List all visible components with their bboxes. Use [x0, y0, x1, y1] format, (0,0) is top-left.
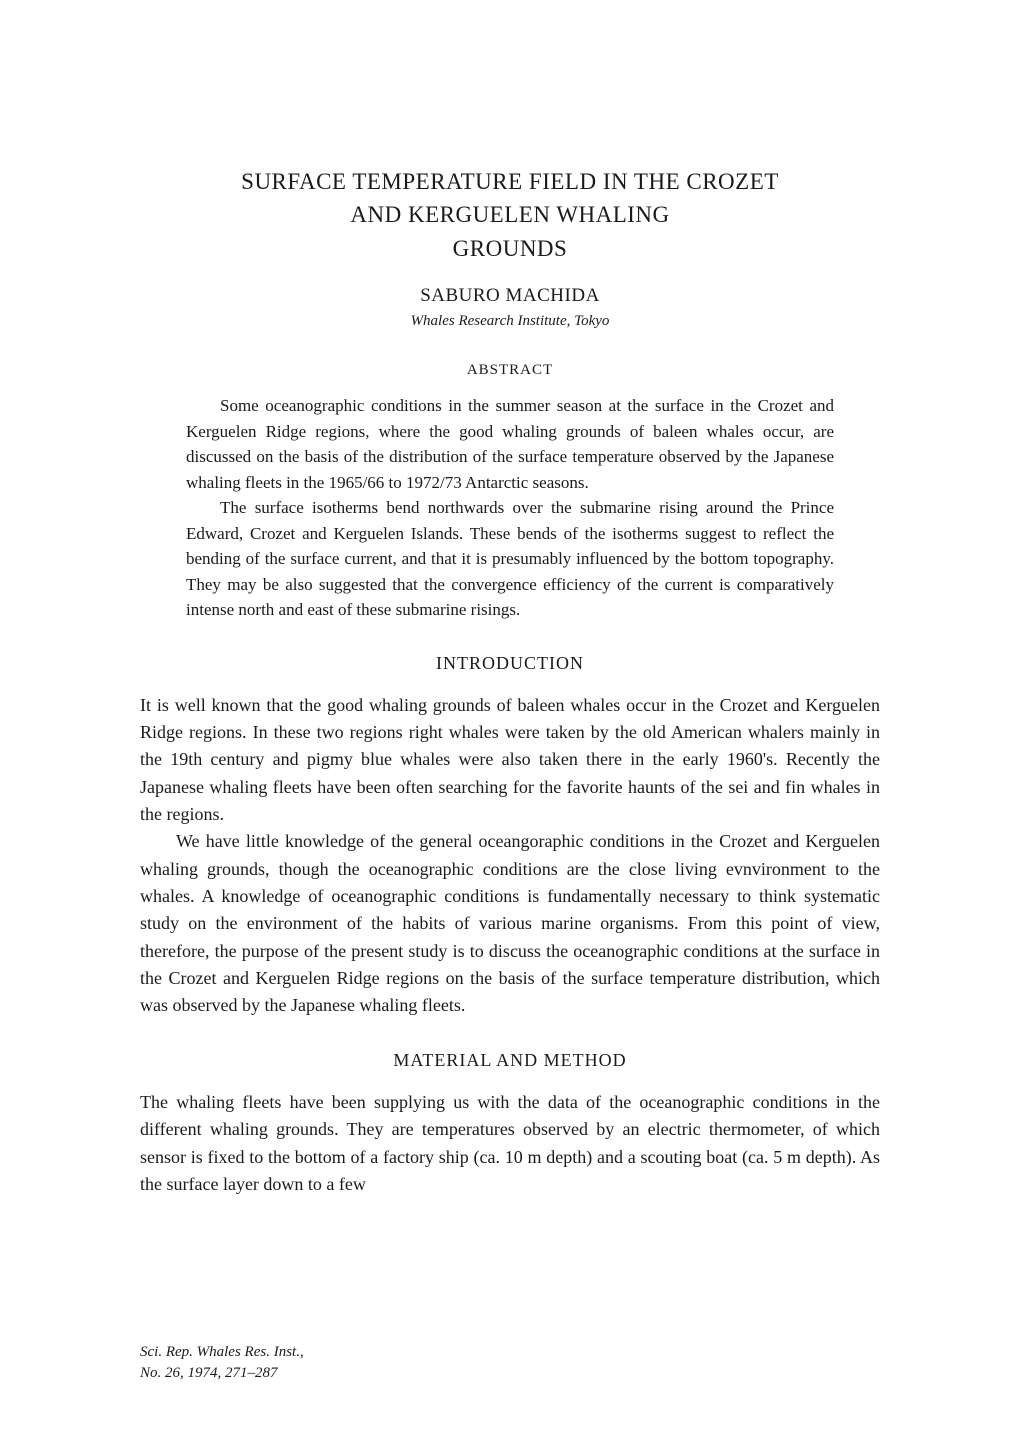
title-line-2: AND KERGUELEN WHALING — [140, 198, 880, 231]
abstract-paragraph: Some oceanographic conditions in the sum… — [186, 393, 834, 495]
abstract-paragraph: The surface isotherms bend northwards ov… — [186, 495, 834, 623]
material-body: The whaling fleets have been supplying u… — [140, 1089, 880, 1198]
footer-citation-line: Sci. Rep. Whales Res. Inst., — [140, 1342, 304, 1363]
title-line-1: SURFACE TEMPERATURE FIELD IN THE CROZET — [140, 165, 880, 198]
author-affiliation: Whales Research Institute, Tokyo — [140, 313, 880, 330]
page-footer: Sci. Rep. Whales Res. Inst., No. 26, 197… — [140, 1342, 304, 1384]
title-block: SURFACE TEMPERATURE FIELD IN THE CROZET … — [140, 165, 880, 265]
author-name: SABURO MACHIDA — [140, 285, 880, 307]
abstract-body: Some oceanographic conditions in the sum… — [140, 393, 880, 623]
section-heading-material: MATERIAL AND METHOD — [140, 1050, 880, 1071]
body-paragraph: It is well known that the good whaling g… — [140, 692, 880, 829]
body-paragraph: The whaling fleets have been supplying u… — [140, 1089, 880, 1198]
body-paragraph: We have little knowledge of the general … — [140, 828, 880, 1020]
title-line-3: GROUNDS — [140, 232, 880, 265]
introduction-body: It is well known that the good whaling g… — [140, 692, 880, 1020]
page: SURFACE TEMPERATURE FIELD IN THE CROZET … — [0, 0, 1020, 1456]
footer-citation-line: No. 26, 1974, 271–287 — [140, 1363, 304, 1384]
section-heading-introduction: INTRODUCTION — [140, 653, 880, 674]
abstract-heading: ABSTRACT — [140, 362, 880, 379]
